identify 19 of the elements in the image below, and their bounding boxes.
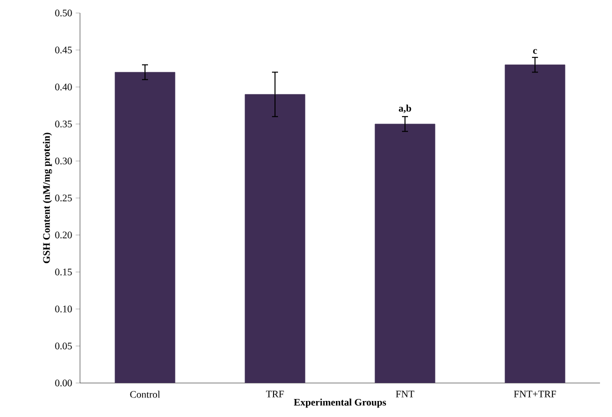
y-tick-label: 0.30 [55, 158, 72, 164]
x-tick-label: Control [130, 390, 160, 398]
y-tick-label: 0.40 [55, 84, 72, 90]
x-tick-label: FNT+TRF [514, 390, 556, 398]
x-axis-title: Experimental Groups [294, 398, 386, 408]
y-tick-label: 0.05 [55, 342, 72, 350]
annotation: a,b [398, 104, 412, 114]
y-tick-label: 0.35 [55, 120, 72, 128]
y-tick-label: 0.10 [55, 306, 72, 312]
y-tick-label: 0.20 [55, 232, 72, 238]
x-tick-label: FNT [396, 390, 414, 398]
y-tick-label: 0.45 [55, 46, 72, 54]
y-tick-label: 0.00 [55, 380, 72, 386]
y-tick-label: 0.15 [55, 268, 72, 276]
y-axis-title: GSH Content (nM/mg protein) [42, 132, 52, 264]
annotation: c [533, 49, 537, 54]
y-tick-label: 0.25 [55, 194, 72, 202]
x-tick-label: TRF [266, 390, 284, 398]
y-tick-label: 0.50 [55, 10, 72, 16]
